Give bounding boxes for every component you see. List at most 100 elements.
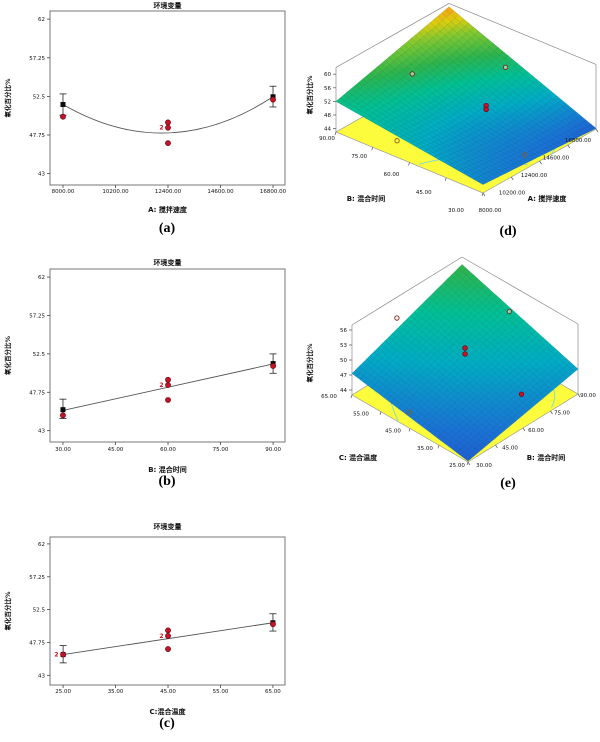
right-axis-tick-label: 60.00 [528, 428, 544, 434]
caption-e: (e) [500, 476, 516, 491]
x-tick-label: 10200.00 [102, 189, 129, 195]
right-axis-tick-label: 90.00 [580, 393, 596, 399]
left-axis-tick-label: 30.00 [448, 208, 464, 214]
right-axis-tick-label: 30.00 [476, 463, 492, 469]
data-point [270, 621, 276, 628]
x-tick-label: 14600.00 [207, 189, 234, 195]
center-design-point [462, 345, 468, 351]
x-tick-label: 90.00 [265, 447, 281, 453]
z-tick-label: 60 [324, 72, 331, 78]
axes-box-edge [351, 256, 463, 326]
design-point-above [394, 315, 400, 321]
x-tick-label: 60.00 [160, 447, 176, 453]
left-axis-tick-label: 45.00 [416, 190, 432, 196]
count-label: 2 [54, 652, 58, 659]
right-axis-tick-label: 8000.00 [479, 208, 502, 214]
axes-box-edge [448, 3, 597, 65]
z-tick-label: 56 [340, 328, 347, 334]
data-point [165, 632, 171, 639]
data-point [165, 119, 171, 126]
data-point [60, 113, 66, 120]
center-design-point [462, 351, 468, 357]
mean-point [60, 407, 66, 413]
y-tick-label: 57.25 [29, 56, 45, 62]
y-tick-label: 47.75 [29, 390, 45, 396]
y-tick-label: 47.75 [29, 133, 45, 139]
right-axis-label: B: 混合时间 [527, 453, 566, 462]
y-tick-label: 47.75 [29, 640, 45, 646]
y-axis-label: 氧化百分比% [3, 78, 12, 119]
right-axis-label: A: 搅拌速度 [528, 194, 568, 203]
caption-d: (d) [499, 224, 517, 239]
right-axis-tick-label: 45.00 [502, 446, 518, 452]
y-tick-label: 43 [38, 429, 45, 435]
z-tick-label: 52 [324, 99, 331, 105]
left-axis-label: B: 混合时间 [347, 194, 386, 203]
axes-box-edge [335, 3, 450, 68]
plot-frame [49, 268, 286, 443]
y-tick-label: 62 [38, 542, 45, 548]
x-tick-label: 16800.00 [260, 189, 287, 195]
x-tick-label: 65.00 [265, 689, 281, 695]
design-point-above [502, 64, 509, 70]
right-axis-tick-label: 12400.00 [521, 173, 548, 179]
data-point [60, 651, 67, 658]
center-design-point [483, 106, 489, 113]
z-tick-label: 47 [340, 373, 347, 379]
z-tick-label: 44 [324, 127, 331, 133]
x-tick-label: 8000.00 [52, 189, 75, 195]
plot-frame [49, 536, 286, 686]
caption-c: (c) [159, 716, 175, 731]
data-point [270, 96, 276, 103]
y-tick-label: 43 [38, 172, 45, 178]
fit-curve [62, 96, 274, 134]
z-tick-label: 48 [324, 113, 331, 119]
z-axis-label: 氧化百分比% [305, 343, 314, 384]
count-label: 2 [159, 633, 163, 640]
z-tick-label: 50 [340, 358, 347, 364]
right-axis-tick-label: 10200.00 [499, 191, 526, 197]
x-tick-label: 55.00 [213, 689, 229, 695]
x-tick-label: 12400.00 [155, 189, 182, 195]
z-tick-label: 44 [340, 388, 347, 394]
data-point [165, 382, 171, 388]
y-tick-label: 52.5 [33, 94, 46, 100]
data-point [270, 363, 276, 369]
z-tick-label: 53 [340, 343, 347, 349]
right-axis-tick-label: 14600.00 [543, 156, 570, 162]
x-tick-label: 25.00 [55, 689, 71, 695]
design-point-floor [522, 152, 528, 158]
x-tick-label: 45.00 [160, 689, 176, 695]
left-axis-label: C: 混合温度 [339, 453, 378, 462]
left-axis-tick-label: 90.00 [319, 136, 335, 142]
x-axis-label: C:混合温度 [150, 707, 187, 716]
left-axis-tick-label: 25.00 [449, 463, 465, 469]
x-tick-label: 75.00 [213, 447, 229, 453]
count-label: 2 [159, 125, 163, 132]
surface-mesh [351, 264, 579, 462]
design-point-floor [518, 391, 525, 397]
left-axis-tick-label: 55.00 [353, 411, 369, 417]
x-tick-label: 35.00 [108, 689, 124, 695]
y-tick-label: 57.25 [29, 575, 45, 581]
y-tick-label: 52.5 [33, 352, 46, 358]
y-tick-label: 62 [38, 275, 45, 281]
design-point-above [506, 308, 512, 315]
plot-title: 环境变量 [154, 258, 182, 267]
y-tick-label: 52.5 [33, 608, 46, 614]
y-tick-label: 62 [38, 17, 45, 23]
panel-e: 56 53 50 47 44 65.00 55.00 45.00 35.00 25.00 30.00… [300, 245, 600, 495]
data-point [165, 397, 171, 403]
panel-d: 60 56 52 48 44 90.00 75.00 60.00 45.00 30.00 8000.… [300, 0, 600, 245]
mean-point [60, 102, 66, 108]
data-point [60, 412, 66, 419]
data-point [165, 124, 171, 131]
x-tick-label: 30.00 [55, 447, 71, 453]
data-point [165, 646, 171, 652]
design-point-above [409, 71, 415, 77]
caption-a: (a) [158, 221, 176, 236]
